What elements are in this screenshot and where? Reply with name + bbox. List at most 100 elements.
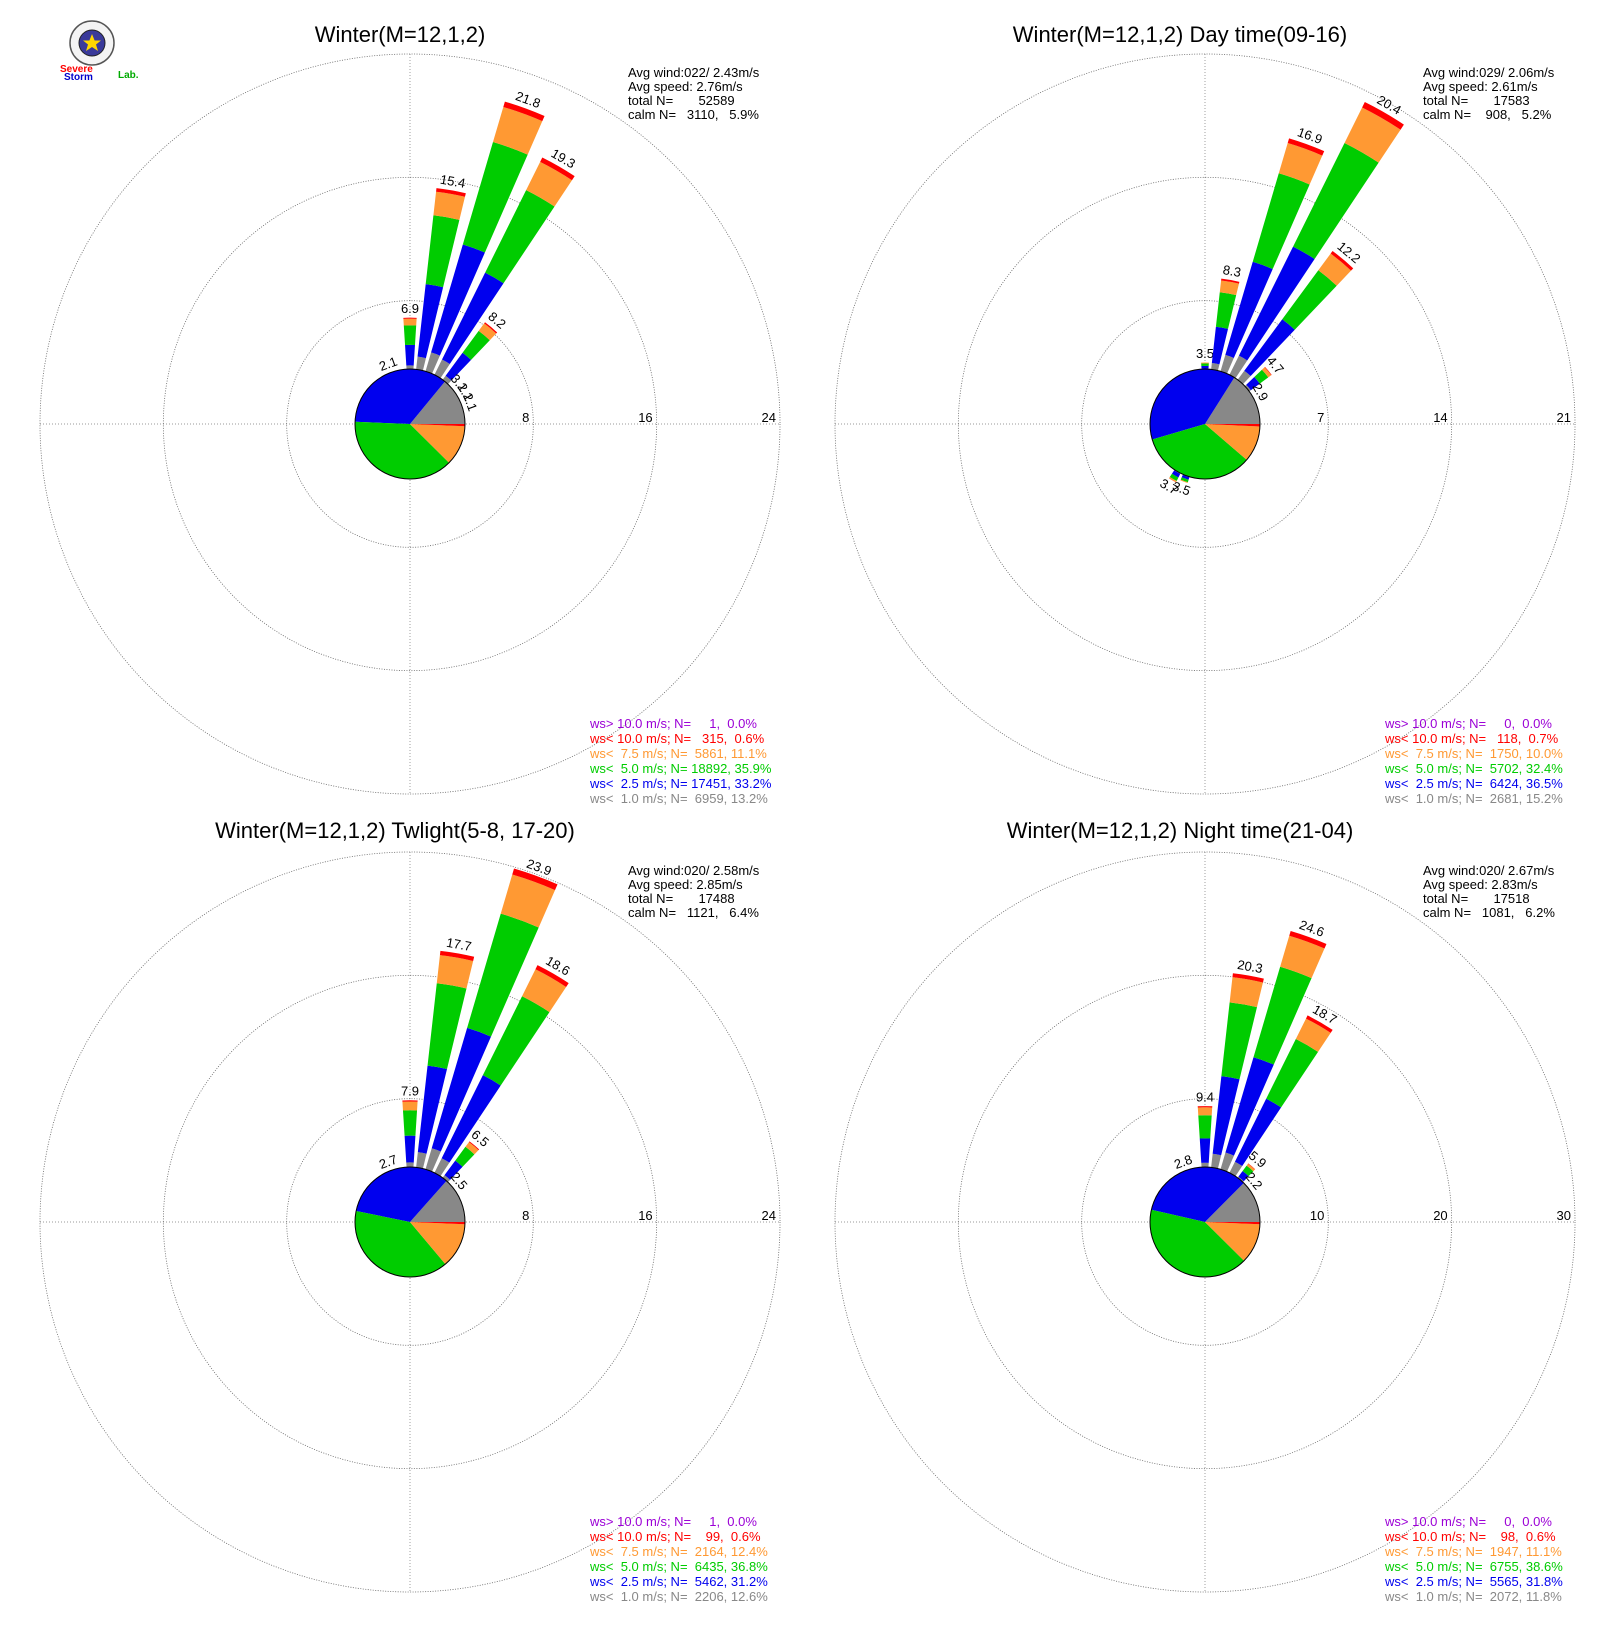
panel-title: Winter(M=12,1,2)	[315, 22, 486, 47]
bar-segment	[1305, 1015, 1333, 1033]
bar-segment	[1211, 326, 1229, 365]
bar-segment	[1266, 1039, 1319, 1108]
pie-slice	[410, 1222, 465, 1265]
pie-slice	[410, 381, 465, 424]
bar-segment	[425, 1148, 441, 1172]
bar-segment	[1242, 1165, 1254, 1177]
bar-segment	[1225, 261, 1273, 359]
bar-segment	[406, 1162, 414, 1168]
bar-segment	[526, 161, 572, 207]
ring-1	[286, 1098, 534, 1346]
logo-lab-text: Lab.	[118, 70, 139, 81]
bar-segment	[1237, 1176, 1244, 1183]
bar-segment	[402, 1101, 418, 1111]
bar-segment	[1197, 1107, 1213, 1116]
bar-segment	[1237, 370, 1251, 385]
legend-entry: ws< 10.0 m/s; N= 99, 0.6%	[589, 1529, 761, 1544]
wind-rose-panel-1: 8 16 246.915.421.819.38.23.12.12.12.1Winte…	[39, 22, 781, 806]
stat-line: Avg wind:029/ 2.06m/s	[1423, 65, 1555, 80]
bar-segment	[503, 101, 545, 122]
bar-segment	[436, 188, 466, 197]
legend-entry: ws< 7.5 m/s; N= 1750, 10.0%	[1384, 746, 1563, 761]
bar-segment	[1247, 1163, 1256, 1170]
legend-entry: ws< 2.5 m/s; N= 5565, 31.8%	[1384, 1574, 1563, 1589]
bar-segment	[442, 1175, 451, 1183]
bar-direction-0	[403, 317, 417, 370]
bar-segment	[1232, 973, 1264, 983]
pie-slice	[1205, 1182, 1260, 1222]
bar-direction-20	[425, 101, 545, 374]
ring-tick-label: 21	[1557, 410, 1571, 425]
bar-segment	[1180, 479, 1188, 484]
legend-entry: ws< 1.0 m/s; N= 2681, 15.2%	[1384, 791, 1563, 806]
bar-value-label: 2.7	[377, 1152, 399, 1172]
bar-segment	[1238, 1171, 1249, 1182]
bar-segment	[445, 352, 472, 381]
bar-segment	[484, 322, 498, 334]
stat-line: total N= 17583	[1423, 93, 1530, 108]
bar-direction-30	[1229, 1015, 1333, 1177]
ring-3	[834, 53, 1576, 795]
bar-segment	[427, 983, 467, 1070]
bar-segment	[434, 359, 450, 379]
bar-value-label: 15.4	[439, 172, 467, 191]
bar-segment	[535, 965, 569, 988]
bar-direction-50	[1244, 366, 1272, 392]
legend-entry: ws< 1.0 m/s; N= 2206, 12.6%	[589, 1589, 768, 1604]
stat-line: Avg speed: 2.76m/s	[628, 79, 743, 94]
pie-outline	[1149, 1166, 1261, 1278]
bar-segment	[1201, 363, 1209, 366]
bar-segment	[1229, 1161, 1243, 1177]
bar-segment	[417, 1065, 448, 1154]
pie-slice	[410, 424, 465, 463]
bar-segment	[1180, 477, 1189, 483]
stat-line: Avg speed: 2.61m/s	[1423, 79, 1538, 94]
bar-segment	[1264, 366, 1272, 376]
legend-entry: ws< 10.0 m/s; N= 315, 0.6%	[589, 731, 765, 746]
bar-segment	[416, 356, 426, 371]
bar-segment	[1201, 1162, 1209, 1168]
legend-entry: ws< 5.0 m/s; N= 18892, 35.9%	[589, 761, 772, 776]
bar-segment	[425, 352, 440, 374]
bar-segment	[500, 874, 556, 928]
bar-value-label: 8.3	[1222, 262, 1242, 280]
pie-slice	[1149, 368, 1235, 440]
ring-tick-label: 16	[638, 410, 652, 425]
pie-slice	[1205, 424, 1260, 427]
wind-rose-panel-2: 7 14 213.58.316.920.412.24.72.93.53.7Winte…	[834, 22, 1576, 806]
stat-line: total N= 17488	[628, 891, 735, 906]
panel-title: Winter(M=12,1,2) Day time(09-16)	[1013, 22, 1347, 47]
bar-segment	[1169, 477, 1177, 483]
bar-value-label: 17.7	[445, 935, 473, 954]
pie-slice	[354, 1210, 446, 1277]
bar-segment	[462, 330, 490, 360]
ring-tick-label: 20	[1433, 1208, 1447, 1223]
bar-direction-10	[416, 188, 466, 371]
bar-segment	[1362, 102, 1404, 130]
bar-segment	[1246, 1163, 1255, 1172]
ring-3	[39, 53, 781, 795]
stat-line: total N= 52589	[628, 93, 735, 108]
ring-2	[957, 176, 1453, 672]
bar-direction-0	[1197, 1106, 1213, 1168]
bar-segment	[1244, 384, 1251, 392]
bar-value-label: 3.5	[1196, 346, 1214, 361]
bar-segment	[1261, 367, 1272, 378]
bar-value-label: 7.9	[401, 1084, 419, 1099]
legend-entry: ws> 10.0 m/s; N= 1, 0.0%	[589, 1514, 757, 1529]
ring-2	[162, 974, 658, 1470]
bar-segment	[462, 142, 528, 253]
ring-tick-label: 24	[762, 410, 776, 425]
pie-slice	[355, 369, 445, 424]
bar-segment	[1229, 355, 1248, 379]
bar-segment	[1318, 253, 1352, 286]
bar-direction-20	[1220, 138, 1325, 374]
bar-segment	[1220, 1152, 1234, 1172]
pie-slice	[410, 1180, 465, 1222]
bar-segment	[1219, 280, 1239, 296]
bar-segment	[406, 365, 414, 370]
bar-segment	[467, 913, 539, 1037]
speed-pie	[1149, 368, 1261, 480]
bar-segment	[404, 1135, 416, 1163]
bar-segment	[439, 950, 475, 962]
